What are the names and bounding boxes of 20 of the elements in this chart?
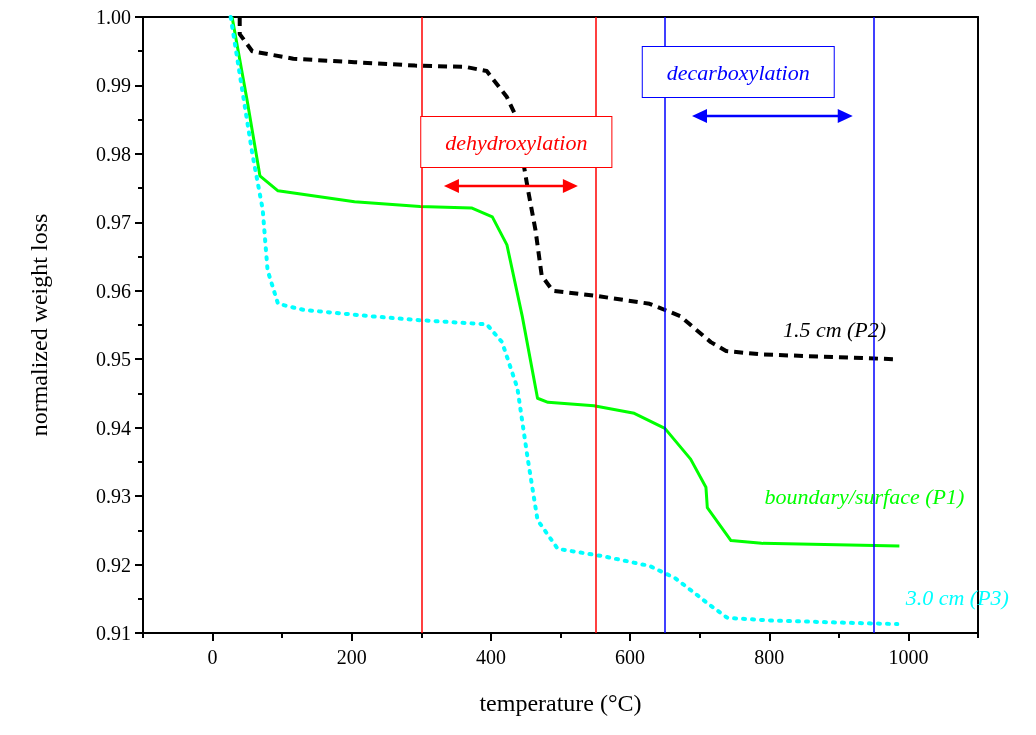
- annotation: decarboxylation: [666, 59, 810, 85]
- x-tick-label: 400: [475, 646, 506, 668]
- x-tick-label: 1000: [888, 646, 929, 668]
- annotation: dehydroxylation: [445, 129, 588, 155]
- y-axis-title: normalized weight loss: [26, 213, 52, 437]
- y-tick-label: 0.98: [96, 142, 131, 165]
- x-tick-label: 0: [207, 646, 218, 668]
- x-axis-title: temperature (°C): [479, 690, 642, 716]
- y-tick-label: 0.99: [96, 74, 131, 97]
- y-tick-label: 0.96: [96, 279, 131, 302]
- y-tick-label: 0.94: [96, 416, 131, 439]
- y-tick-label: 1.00: [96, 6, 131, 28]
- y-tick-label: 0.93: [96, 485, 131, 508]
- y-tick-label: 0.92: [96, 553, 131, 576]
- y-tick-label: 0.91: [96, 622, 131, 644]
- y-tick-label: 0.97: [96, 211, 131, 234]
- x-tick-label: 800: [754, 646, 785, 668]
- x-tick-label: 600: [615, 646, 646, 668]
- y-tick-label: 0.95: [96, 348, 131, 371]
- x-tick-label: 200: [336, 646, 367, 668]
